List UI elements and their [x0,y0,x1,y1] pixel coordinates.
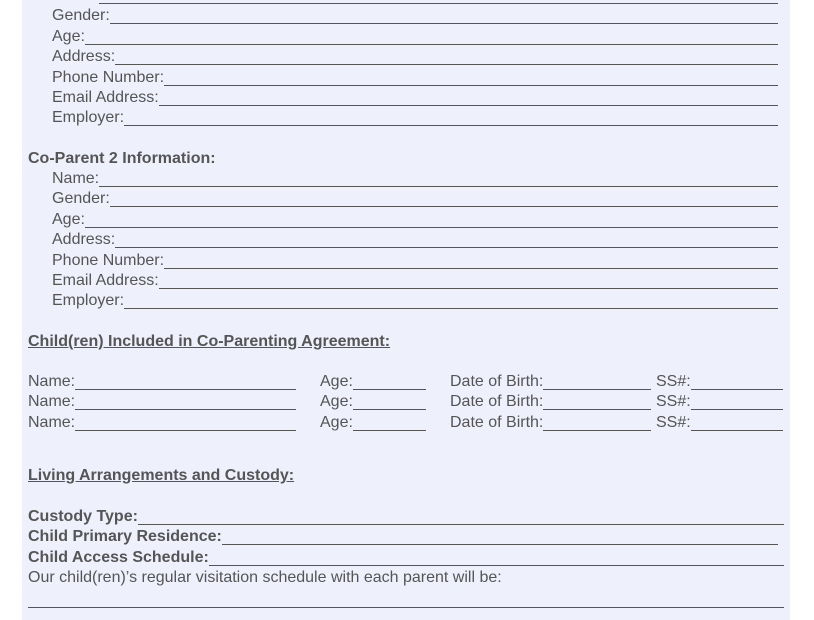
form-field: Gender: [52,6,778,26]
field-line [164,251,778,269]
field-line [99,0,778,4]
field-line [109,189,778,208]
field-line [352,372,426,390]
section-heading: Living Arrangements and Custody: [28,467,295,484]
field-line [75,372,296,390]
field-label: Employer: [52,109,125,127]
form-field: Address: [52,230,778,250]
field-label: Name: [28,373,76,390]
text-line: Our child(ren)’s regular visitation sche… [28,568,502,588]
form-field: Date of Birth: [450,392,651,412]
form-field: Employer: [52,108,778,128]
field-line [690,392,783,411]
field-line [352,413,426,431]
field-label: Custody Type: [28,508,138,525]
field-label: SS#: [656,373,691,390]
form-field: Age: [52,27,778,47]
form-field: Gender: [52,189,778,209]
form-field: Child Primary Residence: [28,527,778,547]
field-line [543,413,651,431]
form-field: SS#: [656,413,783,433]
section-heading: Child(ren) Included in Co-Parenting Agre… [28,333,391,350]
form-field: Email Address: [52,88,778,108]
form-field: Employer: [52,291,778,311]
field-line [124,291,778,310]
field-label: Email Address: [52,89,159,106]
field-line [208,548,784,566]
field-line [690,413,783,431]
field-label: Gender: [52,190,110,208]
form-field: Age: [320,372,426,392]
field-line [164,68,778,86]
field-line [84,210,778,228]
field-label: Date of Birth: [450,373,544,390]
field-label: Age: [320,393,353,411]
form-field: Age: [52,210,778,230]
form-field: Name: [52,169,778,189]
form-panel [22,0,790,620]
section-heading: Co-Parent 2 Information: [28,150,216,167]
form-field: Phone Number: [52,251,778,271]
field-label: Employer: [52,292,125,310]
field-line [99,169,778,187]
field-line [84,27,778,45]
field-label: Phone Number: [52,68,165,86]
form-field: Name: [28,392,296,412]
field-line [75,392,296,411]
field-line [115,230,778,249]
field-label: Email Address: [52,272,159,289]
field-line [124,108,778,127]
field-line [543,372,651,390]
form-field: Child Access Schedule: [28,548,784,568]
instruction: Our child(ren)’s regular visitation sche… [28,569,502,586]
form-field: SS#: [656,372,783,392]
form-field: Email Address: [52,271,778,291]
field-label: Date of Birth: [450,393,544,411]
field-label: Age: [320,413,353,431]
field-label: Name: [52,170,100,187]
field-label: Address: [52,48,116,66]
form-field: Age: [320,413,426,433]
field-line [221,527,778,546]
field-line [690,372,783,390]
answer-line [28,607,784,608]
form-field: Age: [320,392,426,412]
field-label: Child Primary Residence: [28,528,222,546]
form-field: Date of Birth: [450,413,651,433]
field-line [115,47,778,66]
field-label: Gender: [52,7,110,25]
field-line [543,392,651,411]
field-label: Age: [52,27,85,45]
field-label: Name: [28,393,76,411]
field-label: SS#: [656,393,691,411]
form-field: Address: [52,47,778,67]
field-label: Date of Birth: [450,413,544,431]
form-field: Name: [28,413,296,433]
field-line [352,392,426,411]
field-label: Child Access Schedule: [28,548,209,566]
field-line [109,6,778,25]
form-field: Phone Number: [52,68,778,88]
field-label: Name: [28,413,76,431]
form-field: Name: [28,372,296,392]
field-line [75,413,296,431]
field-label: Address: [52,231,116,249]
field-line [158,88,778,106]
field-label: Age: [320,373,353,390]
field-line [137,507,784,525]
field-label: SS#: [656,413,691,431]
form-field: SS#: [656,392,783,412]
form-field: Date of Birth: [450,372,651,392]
field-label: Name: [52,0,99,6]
form-field: Name: [52,0,778,6]
field-label: Phone Number: [52,251,165,269]
field-line [158,271,778,289]
form-field: Custody Type: [28,507,784,527]
field-label: Age: [52,210,85,228]
